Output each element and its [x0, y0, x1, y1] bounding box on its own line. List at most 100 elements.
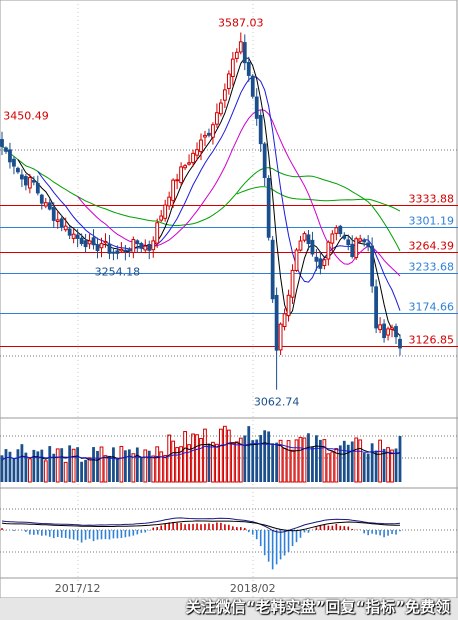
volume-ma-line — [1, 442, 401, 461]
volume-bar — [326, 453, 331, 483]
volume-bar — [370, 443, 374, 482]
volume-bar — [43, 460, 48, 483]
candle-body — [147, 244, 152, 251]
volume-bar — [151, 455, 156, 483]
price-level-label: 3333.88 — [409, 193, 455, 206]
volume-bar — [362, 452, 366, 482]
candle-body — [294, 249, 299, 271]
volume-bar — [123, 450, 127, 482]
candle-body — [242, 42, 247, 64]
candle-body — [334, 227, 339, 234]
volume-bar — [84, 459, 87, 482]
candle-body — [207, 132, 211, 136]
candle-body — [354, 238, 359, 258]
ma10-line — [37, 76, 401, 311]
candle-body — [298, 240, 303, 251]
volume-bar — [307, 433, 310, 482]
candle-body — [290, 269, 295, 298]
volume-bar — [319, 439, 322, 482]
candle-body — [219, 102, 223, 115]
volume-bar — [191, 433, 195, 483]
volume-bar — [108, 455, 111, 482]
price-level-label: 3126.85 — [409, 334, 455, 347]
volume-bar — [32, 449, 36, 482]
volume-bar — [147, 450, 151, 482]
candle-body — [119, 248, 124, 252]
volume-bar — [350, 441, 354, 482]
volume-bar — [27, 458, 32, 483]
candle-body — [342, 235, 347, 239]
volume-bar — [398, 435, 402, 482]
volume-bar — [211, 441, 215, 483]
volume-bar — [219, 428, 223, 483]
volume-bar — [55, 448, 60, 483]
volume-bar — [63, 461, 68, 483]
candle-body — [386, 328, 390, 336]
candle-body — [250, 75, 255, 97]
volume-bar — [222, 425, 227, 483]
candle-body — [151, 240, 156, 251]
candle-body — [346, 239, 351, 246]
volume-bar — [40, 449, 44, 482]
volume-bar — [226, 429, 231, 483]
volume-bar — [275, 442, 279, 482]
volume-bar — [207, 443, 211, 482]
volume-bar — [298, 436, 303, 483]
candle-body — [266, 178, 271, 238]
candle-body — [258, 114, 263, 145]
volume-bar — [116, 459, 119, 482]
candle-body — [358, 238, 363, 242]
candle-body — [306, 234, 311, 245]
candle-body — [71, 233, 76, 239]
candle-body — [143, 245, 148, 251]
candle-body — [175, 179, 180, 182]
volume-bar — [386, 447, 390, 483]
x-tick-label: 2017/12 — [55, 582, 101, 595]
ma5-line — [17, 57, 401, 337]
x-tick-label: 2018/02 — [230, 582, 276, 595]
volume-bar — [155, 446, 160, 483]
candle-body — [246, 61, 251, 76]
footer-band — [0, 598, 458, 620]
volume-bar — [234, 441, 239, 483]
volume-bar — [48, 446, 52, 482]
volume-bar — [311, 446, 314, 482]
candle-body — [222, 89, 227, 101]
candle-body — [167, 196, 172, 207]
watermark-text: 关注微信“老韩实盘”回复“指标”免费领 — [185, 598, 450, 616]
volume-bar — [131, 453, 136, 483]
volume-bar — [230, 442, 235, 483]
volume-bar — [290, 449, 295, 483]
candle-body — [382, 323, 386, 339]
volume-bar — [20, 444, 24, 482]
candle-body — [43, 202, 48, 207]
volume-bar — [267, 431, 271, 482]
ma40-line — [1, 145, 401, 252]
candle-body — [370, 245, 375, 287]
volume-bar — [103, 455, 108, 483]
candle-body — [326, 241, 331, 260]
candle-body — [51, 206, 56, 221]
candle-body — [187, 162, 191, 165]
ma60-line — [236, 186, 401, 212]
volume-bar — [366, 453, 370, 482]
volume-bar — [294, 439, 299, 483]
candle-body — [35, 182, 40, 194]
volume-bar — [60, 448, 64, 482]
volume-bar — [171, 440, 176, 483]
candle-body — [215, 112, 219, 125]
price-annotation: 3254.18 — [95, 265, 141, 278]
candle-body — [95, 244, 100, 252]
volume-bar — [330, 451, 335, 483]
candle-body — [211, 124, 215, 138]
volume-bar — [322, 439, 327, 483]
candle-body — [135, 240, 140, 245]
volume-bar — [238, 437, 243, 483]
volume-bar — [271, 443, 275, 482]
price-annotation: 3450.49 — [3, 109, 49, 122]
volume-bar — [139, 457, 143, 482]
volume-bar — [203, 428, 207, 483]
candle-body — [226, 73, 231, 89]
volume-bar — [4, 449, 8, 482]
